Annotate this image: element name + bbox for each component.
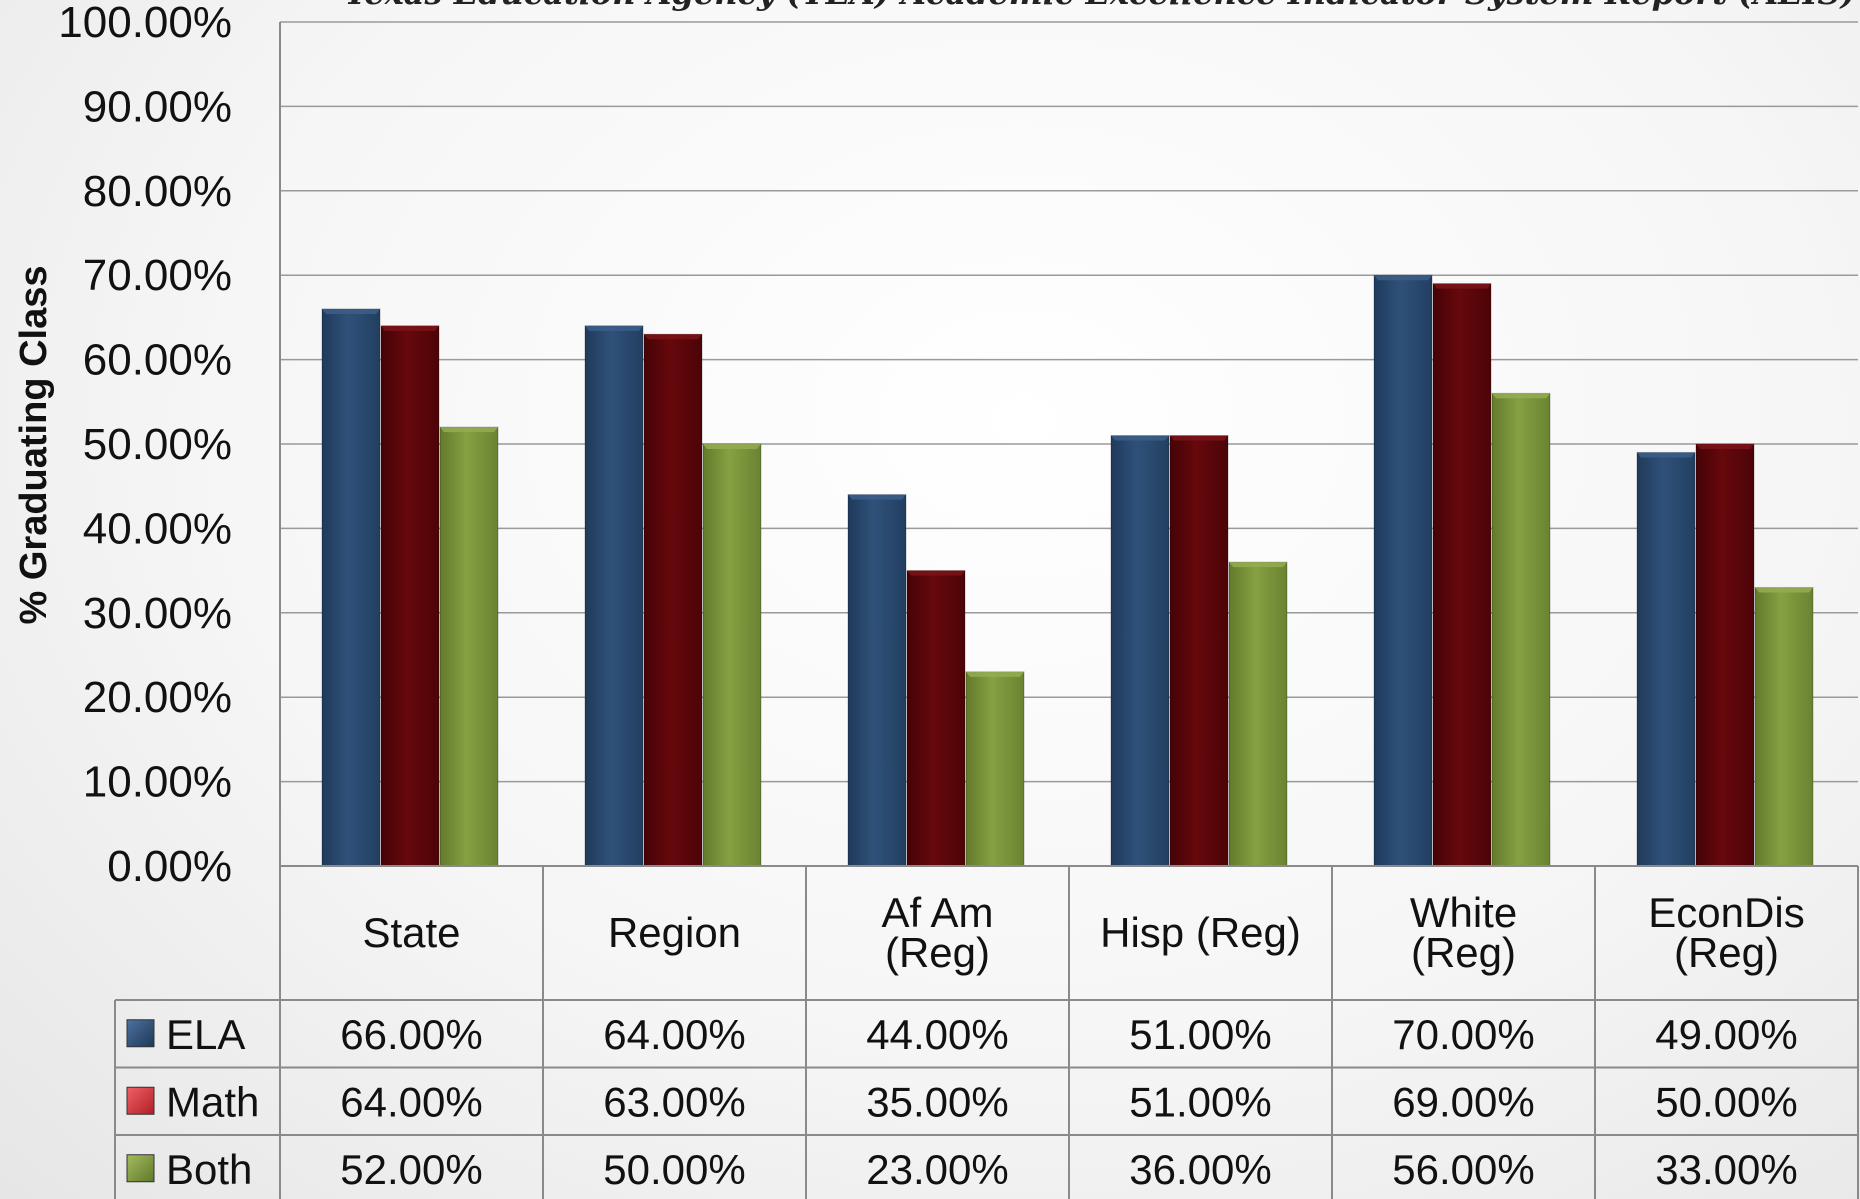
bar-bevel — [703, 444, 761, 449]
bar-both — [702, 443, 762, 867]
y-tick-label: 40.00% — [83, 504, 232, 553]
legend-swatch-both — [126, 1154, 155, 1183]
bar-both — [965, 671, 1025, 867]
table-cell-value: 49.00% — [1655, 1011, 1797, 1058]
bar-bevel — [1433, 283, 1491, 289]
table-cell-value: 50.00% — [1655, 1078, 1797, 1125]
category-label: Region — [608, 909, 741, 956]
y-axis-label: % Graduating Class — [13, 266, 55, 625]
y-tick-label: 50.00% — [83, 420, 232, 469]
bar-bevel — [440, 427, 498, 433]
table-cell-value: 63.00% — [603, 1078, 745, 1125]
bar-math — [906, 570, 966, 867]
table-cell-value: 44.00% — [866, 1011, 1008, 1058]
y-tick-label: 70.00% — [83, 251, 232, 300]
y-tick-label: 30.00% — [83, 589, 232, 638]
table-cell-value: 23.00% — [866, 1146, 1008, 1193]
category-label: (Reg) — [1411, 929, 1516, 976]
bar-math — [1169, 435, 1229, 867]
table-cell-value: 52.00% — [340, 1146, 482, 1193]
bars — [321, 274, 1814, 867]
chart-title: Texas Education Agency (TEA) Academic Ex… — [344, 0, 1856, 12]
legend-label-ela: ELA — [166, 1011, 245, 1058]
y-tick-label: 60.00% — [83, 336, 232, 385]
bar-ela — [1373, 274, 1433, 867]
table-cell-value: 66.00% — [340, 1011, 482, 1058]
bar-bevel — [907, 570, 965, 576]
bar-bevel — [1170, 435, 1228, 441]
category-label: (Reg) — [1674, 929, 1779, 976]
bar-bevel — [1492, 393, 1550, 399]
table-cell-value: 51.00% — [1129, 1011, 1271, 1058]
category-label: Af Am — [881, 889, 993, 936]
table-cell-value: 50.00% — [603, 1146, 745, 1193]
bar-both — [1491, 392, 1551, 867]
table-cell-value: 33.00% — [1655, 1146, 1797, 1193]
table-cell-value: 64.00% — [603, 1011, 745, 1058]
y-tick-label: 80.00% — [83, 167, 232, 216]
bar-math — [643, 333, 703, 867]
category-label: Hisp (Reg) — [1100, 909, 1301, 956]
table-cell-value: 69.00% — [1392, 1078, 1534, 1125]
bar-bevel — [644, 334, 702, 340]
legend-swatch-math — [126, 1086, 155, 1115]
legend-label-both: Both — [166, 1146, 252, 1193]
gridlines — [279, 21, 1858, 867]
category-label: State — [362, 909, 460, 956]
y-tick-label: 10.00% — [83, 758, 232, 807]
bar-math — [380, 325, 440, 867]
category-label: EconDis — [1648, 889, 1804, 936]
legend-swatch-ela — [126, 1019, 155, 1048]
bar-ela — [847, 494, 907, 867]
bar-bevel — [585, 325, 643, 331]
bar-both — [1754, 586, 1814, 867]
bar-ela — [1636, 451, 1696, 867]
bar-both — [1228, 561, 1288, 867]
data-table: State Region Af Am(Reg) Hisp (Reg) White(Reg… — [114, 865, 1859, 1199]
bar-bevel — [1111, 435, 1169, 441]
bar-bevel — [381, 325, 439, 331]
bar-bevel — [1637, 452, 1695, 458]
bar-bevel — [322, 308, 380, 314]
bar-ela — [1110, 435, 1170, 867]
bar-ela — [584, 325, 644, 867]
table-cell-value: 51.00% — [1129, 1078, 1271, 1125]
table-cell-value: 36.00% — [1129, 1146, 1271, 1193]
y-axis-ticks: 0.00% 10.00% 20.00% 30.00% 40.00% 50.00% 60.00… — [58, 0, 232, 891]
bar-bevel — [966, 671, 1024, 677]
y-tick-label: 20.00% — [83, 673, 232, 722]
bar-math — [1432, 283, 1492, 867]
table-cell-value: 64.00% — [340, 1078, 482, 1125]
y-tick-label: 100.00% — [58, 0, 232, 47]
bar-bevel — [1374, 275, 1432, 281]
table-cell-value: 56.00% — [1392, 1146, 1534, 1193]
y-tick-label: 0.00% — [107, 842, 232, 891]
legend-label-math: Math — [166, 1078, 259, 1125]
y-tick-label: 90.00% — [83, 82, 232, 131]
table-cell-value: 35.00% — [866, 1078, 1008, 1125]
category-label: White — [1410, 889, 1517, 936]
bar-bevel — [1696, 444, 1754, 449]
category-label: (Reg) — [885, 929, 990, 976]
bar-bevel — [1755, 587, 1813, 593]
bar-bevel — [1229, 562, 1287, 568]
bar-math — [1695, 443, 1755, 867]
bar-both — [439, 426, 499, 867]
table-cell-value: 70.00% — [1392, 1011, 1534, 1058]
bar-ela — [321, 308, 381, 867]
bar-bevel — [848, 494, 906, 500]
